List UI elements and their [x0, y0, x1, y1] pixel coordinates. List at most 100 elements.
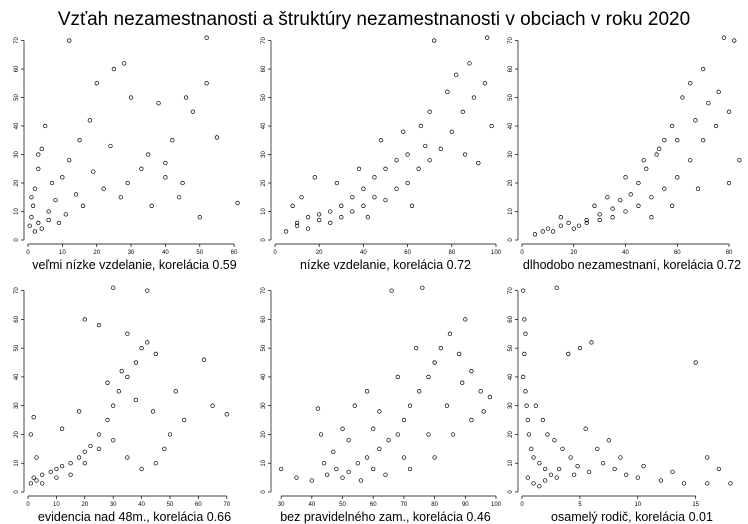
- data-point: [444, 403, 450, 408]
- data-point: [210, 403, 215, 408]
- data-point: [378, 138, 384, 143]
- y-tick-label: 10: [508, 459, 514, 466]
- data-point: [125, 331, 130, 336]
- data-point: [190, 109, 196, 114]
- data-point: [371, 466, 376, 472]
- data-point: [31, 203, 36, 208]
- data-point: [173, 389, 178, 394]
- y-tick-label: 40: [14, 373, 20, 380]
- x-tick-label: 80: [431, 502, 438, 508]
- data-point: [577, 346, 583, 351]
- data-point: [350, 195, 355, 200]
- y-tick-label: 50: [14, 94, 20, 101]
- y-tick-label: 0: [14, 490, 20, 494]
- data-point: [377, 409, 382, 414]
- x-tick-label: 50: [339, 502, 346, 508]
- data-point: [54, 475, 59, 480]
- x-tick-label: 40: [308, 502, 315, 508]
- data-point: [372, 195, 377, 200]
- y-tick-label: 60: [14, 315, 20, 322]
- data-point: [728, 481, 733, 486]
- data-point: [649, 195, 654, 200]
- data-point: [571, 226, 576, 231]
- data-point: [128, 95, 134, 100]
- data-point: [68, 472, 73, 477]
- data-point: [675, 138, 680, 143]
- data-point: [560, 446, 565, 451]
- data-point: [204, 35, 209, 40]
- y-tick-label: 0: [14, 238, 20, 242]
- data-point: [721, 35, 727, 40]
- y-tick-label: 60: [261, 65, 267, 72]
- data-point: [133, 360, 139, 365]
- data-point: [119, 369, 124, 374]
- data-point: [641, 158, 646, 163]
- panel-xlabel: evidencia nad 48m., korelácia 0.66: [38, 510, 231, 524]
- y-tick-label: 50: [508, 344, 514, 351]
- data-point: [182, 417, 187, 423]
- y-tick-label: 60: [14, 65, 20, 72]
- data-point: [610, 206, 615, 211]
- data-point: [170, 138, 175, 143]
- data-point: [732, 38, 737, 43]
- data-point: [290, 203, 295, 208]
- y-tick-label: 20: [508, 179, 514, 186]
- data-point: [149, 203, 154, 208]
- x-tick-label: 0: [273, 250, 277, 256]
- data-point: [726, 109, 732, 114]
- data-point: [654, 152, 659, 157]
- data-point: [531, 455, 536, 460]
- data-point: [467, 61, 472, 66]
- data-point: [481, 409, 486, 414]
- data-point: [54, 466, 59, 472]
- data-point: [68, 461, 73, 466]
- data-point: [111, 285, 116, 290]
- data-point: [63, 212, 68, 217]
- data-point: [87, 118, 92, 123]
- data-point: [94, 81, 99, 86]
- y-tick-label: 20: [261, 430, 267, 437]
- data-point: [163, 175, 168, 180]
- data-point: [584, 217, 589, 223]
- data-point: [418, 123, 424, 129]
- data-point: [122, 61, 127, 66]
- y-tick-label: 10: [261, 459, 267, 466]
- data-point: [355, 461, 361, 466]
- y-tick-label: 10: [14, 459, 20, 466]
- data-point: [204, 81, 209, 86]
- data-point: [108, 143, 113, 149]
- data-point: [111, 438, 116, 443]
- y-tick-label: 70: [508, 37, 514, 44]
- x-tick-label: 20: [93, 250, 100, 256]
- y-tick-label: 20: [14, 430, 20, 437]
- x-tick-label: 60: [195, 502, 202, 508]
- data-point: [105, 417, 110, 423]
- data-point: [339, 215, 344, 220]
- y-tick-label: 10: [261, 208, 267, 215]
- data-point: [521, 288, 526, 293]
- data-point: [116, 389, 122, 394]
- data-point: [96, 432, 102, 437]
- data-point: [532, 232, 538, 237]
- data-point: [587, 469, 592, 475]
- data-point: [163, 160, 168, 166]
- data-point: [153, 461, 158, 466]
- data-point: [548, 472, 554, 477]
- x-tick-label: 10: [59, 250, 66, 256]
- data-point: [670, 469, 675, 475]
- data-point: [29, 215, 34, 220]
- data-point: [32, 186, 38, 191]
- data-point: [487, 394, 493, 400]
- data-point: [401, 417, 407, 423]
- data-point: [48, 469, 53, 475]
- data-point: [125, 374, 130, 380]
- data-point: [469, 369, 474, 374]
- data-point: [395, 432, 400, 437]
- data-point: [463, 317, 468, 322]
- y-tick-label: 60: [508, 65, 514, 72]
- data-point: [597, 212, 602, 217]
- x-tick-label: 30: [110, 502, 117, 508]
- data-point: [624, 472, 629, 477]
- data-point: [705, 481, 710, 486]
- data-point: [82, 461, 87, 466]
